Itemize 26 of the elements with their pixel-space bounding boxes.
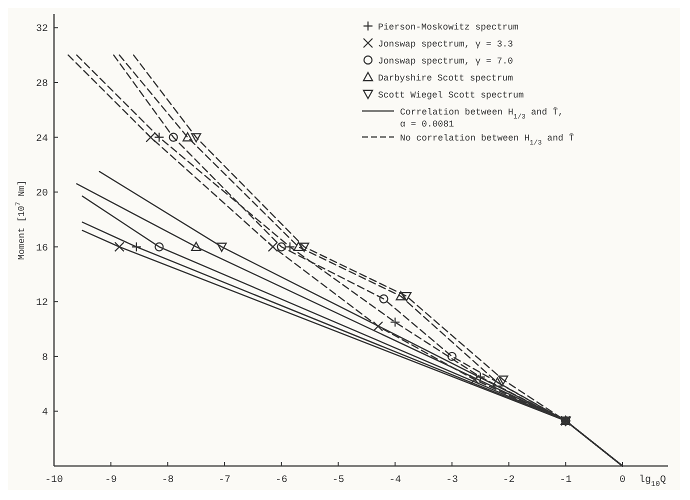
legend-label: Darbyshire Scott spectrum	[378, 74, 514, 84]
x-tick-label: -6	[275, 475, 288, 486]
x-tick-label: -2	[502, 475, 515, 486]
y-tick-label: 32	[36, 24, 48, 36]
x-tick-label: 0	[620, 475, 626, 486]
annotation: No correlation between H$_{1/3}$ and T̄	[400, 134, 575, 148]
x-tick-label: -1	[560, 475, 572, 486]
y-tick-label: 8	[42, 352, 48, 364]
y-tick-label: 16	[36, 243, 48, 254]
y-tick-label: 24	[36, 134, 48, 145]
x-tick-label: -10	[44, 475, 64, 486]
x-tick-label: -5	[332, 475, 344, 486]
x-tick-label: -8	[162, 475, 174, 486]
x-tick-label: -9	[104, 475, 117, 486]
legend-label: Pierson-Moskowitz spectrum	[378, 22, 518, 32]
legend-label: Scott Wiegel Scott spectrum	[378, 90, 524, 100]
x-axis-title: lg$_{10}$Q	[638, 474, 666, 489]
y-tick-label: 20	[36, 188, 48, 200]
legend-label: Jonswap spectrum, γ = 7.0	[378, 56, 514, 66]
y-tick-label: 4	[42, 408, 48, 419]
y-tick-label: 28	[36, 78, 48, 90]
x-tick-label: -3	[446, 475, 458, 486]
legend-label: Jonswap spectrum, γ = 3.3	[378, 40, 514, 50]
x-tick-label: -4	[389, 475, 402, 486]
x-tick-label: -7	[218, 475, 231, 486]
y-tick-label: 12	[36, 298, 48, 310]
